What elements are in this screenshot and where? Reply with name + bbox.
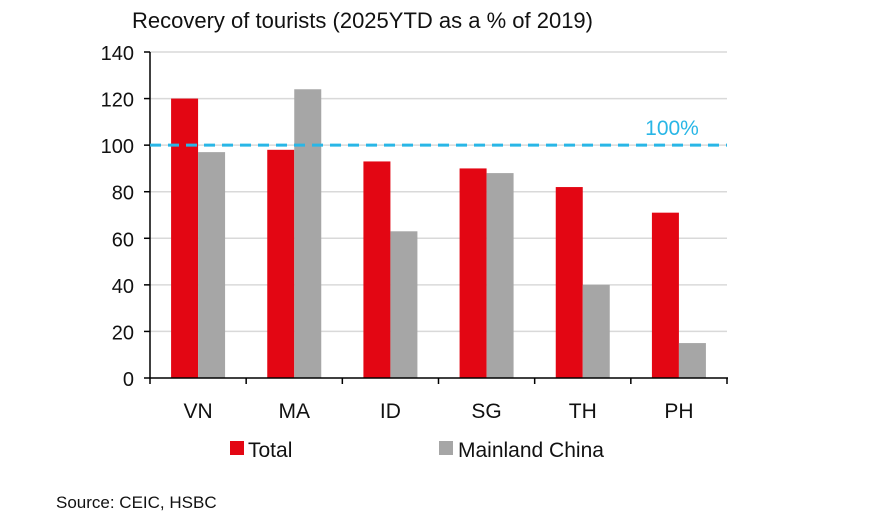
bar-total-ma [267,149,295,378]
x-tick-label: ID [380,400,401,423]
legend: Total Mainland China [230,439,604,462]
reference-line-label: 100% [645,117,699,140]
bar-mainland-china-ma [294,89,322,378]
x-tick-label: VN [183,400,212,423]
bar-total-th [555,187,583,378]
chart-title: Recovery of tourists (2025YTD as a % of … [132,8,593,33]
bar-mainland-china-th [582,284,610,378]
bar-mainland-china-ph [678,343,706,378]
bar-mainland-china-id [390,231,418,378]
y-tick-label: 0 [123,369,134,391]
bar-mainland-china-sg [486,173,514,378]
x-tick-label: PH [664,400,693,423]
legend-label-mainland-china: Mainland China [458,439,604,462]
y-tick-label: 140 [101,43,134,65]
y-tick-label: 20 [112,322,134,344]
y-tick-label: 120 [101,90,134,112]
y-tick-label: 100 [101,136,134,158]
x-tick-label: SG [471,400,501,423]
legend-label-total: Total [248,439,292,462]
x-tick-label: TH [569,400,597,423]
x-tick-label: MA [279,400,311,423]
bars [171,89,706,379]
bar-total-id [363,161,391,378]
legend-swatch-total [230,441,244,455]
y-tick-label: 40 [112,276,134,298]
bar-mainland-china-vn [198,152,226,378]
y-tick-label: 80 [112,183,134,205]
gridlines [150,51,727,333]
bar-total-vn [171,98,199,379]
bar-total-ph [651,212,679,378]
source-note: Source: CEIC, HSBC [56,493,217,512]
legend-swatch-mainland-china [439,441,453,455]
y-tick-label: 60 [112,229,134,251]
bar-total-sg [459,168,487,378]
